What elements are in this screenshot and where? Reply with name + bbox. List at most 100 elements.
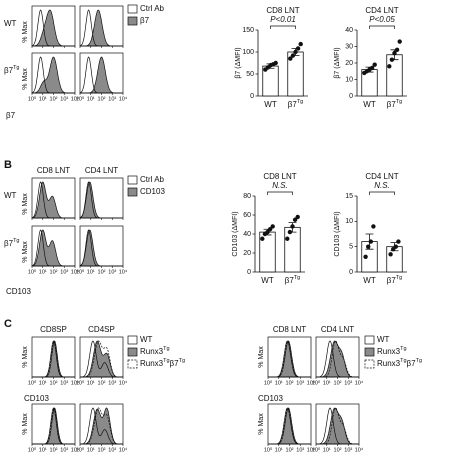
- data-point: [393, 244, 398, 249]
- legend-label-part: β7: [407, 359, 417, 368]
- x-tick-label-part: WT: [261, 276, 274, 285]
- data-point: [290, 224, 295, 229]
- histogram-curve: [80, 56, 123, 94]
- x-tick-label: 10⁰: [264, 379, 273, 386]
- x-tick-label: 10⁰: [76, 268, 85, 275]
- x-tick-label: 10¹: [39, 269, 47, 275]
- x-tick-label-part: β7: [387, 276, 397, 285]
- x-tick-label: 10²: [50, 269, 58, 275]
- row-label: β7Tg: [4, 65, 19, 75]
- x-tick-label: 10¹: [39, 447, 47, 453]
- legend-swatch: [364, 359, 375, 369]
- column-header: CD8 LNT: [273, 325, 306, 334]
- data-point: [388, 252, 393, 257]
- legend-swatch: [127, 175, 138, 185]
- legend-swatch: [127, 359, 138, 369]
- legend-label-part: Tg: [400, 358, 406, 364]
- x-tick-label: 10¹: [87, 447, 95, 453]
- x-tick-label: 10²: [334, 447, 342, 453]
- x-tick-label: 10³: [60, 447, 68, 453]
- chart-title: CD8 LNT: [266, 6, 299, 15]
- data-point: [371, 224, 376, 229]
- x-tick-label: 10²: [50, 96, 58, 102]
- bar: [386, 54, 403, 97]
- x-tick-label: 10²: [50, 380, 58, 386]
- legend-label-part: β7: [170, 359, 180, 368]
- data-point: [392, 50, 397, 56]
- x-tick-label: 10¹: [323, 380, 331, 386]
- legend-swatch: [127, 4, 138, 14]
- y-axis-label: CD103 (ΔMFI): [334, 211, 341, 256]
- x-tick-label: 10⁴: [119, 95, 128, 102]
- data-point: [372, 62, 377, 67]
- y-axis-label: % Max: [258, 413, 265, 435]
- legend-label-part: Tg: [179, 358, 185, 364]
- y-tick-label: 0: [250, 93, 254, 100]
- x-tick-label: 10¹: [323, 447, 331, 453]
- x-tick-label-part: Tg: [396, 99, 402, 105]
- histogram-curve: [79, 181, 123, 219]
- x-tick-label: 10⁴: [71, 379, 80, 386]
- column-header: CD8SP: [40, 325, 67, 334]
- y-tick-label: 0: [349, 269, 353, 276]
- y-axis-label: CD103 (ΔMFI): [232, 211, 239, 256]
- x-tick-label: 10²: [286, 447, 294, 453]
- x-axis-label: CD103: [6, 287, 31, 296]
- x-tick-label: 10¹: [87, 269, 95, 275]
- legend-label-part: Tg: [163, 358, 169, 364]
- data-point: [288, 56, 293, 61]
- y-axis-label: % Max: [22, 68, 29, 90]
- legend-label-part: β7: [140, 16, 150, 25]
- x-tick-label: 10⁴: [119, 379, 128, 386]
- data-point: [287, 229, 293, 235]
- y-tick-label: 60: [243, 212, 251, 219]
- x-tick-label: 10³: [60, 380, 68, 386]
- data-point: [366, 244, 371, 249]
- x-tick-label-part: β7: [387, 100, 397, 109]
- y-tick-label: 30: [345, 43, 353, 50]
- x-tick-label: 10⁰: [264, 446, 273, 453]
- histogram-curve: [80, 340, 123, 378]
- x-tick-label: 10⁴: [119, 446, 128, 453]
- y-axis-label: % Max: [22, 21, 29, 43]
- x-tick-label: 10⁰: [28, 95, 37, 102]
- x-tick-label: 10³: [108, 447, 116, 453]
- y-axis-label: β7 (ΔMFI): [235, 47, 242, 78]
- x-tick-label: 10³: [108, 380, 116, 386]
- x-tick-label: 10³: [108, 269, 116, 275]
- data-point: [292, 217, 298, 222]
- legend-label-part: Tg: [163, 346, 169, 352]
- histogram-curve: [32, 9, 75, 47]
- x-tick-label: 10⁰: [28, 379, 37, 386]
- legend-label-part: Ctrl Ab: [140, 4, 165, 13]
- legend-label: CD103: [140, 187, 165, 196]
- legend-label-part: Ctrl Ab: [140, 175, 165, 184]
- x-tick-label: 10³: [60, 269, 68, 275]
- data-point: [387, 64, 392, 69]
- x-axis-label: β7: [6, 111, 16, 120]
- x-tick-label: β7Tg: [387, 275, 402, 285]
- legend-swatch: [127, 187, 138, 197]
- significance-bracket: [267, 191, 293, 195]
- data-point: [369, 65, 375, 71]
- x-tick-label: 10⁴: [307, 446, 316, 453]
- row-label: WT: [4, 19, 17, 28]
- x-tick-label: 10⁰: [76, 379, 85, 386]
- row-label-part: WT: [4, 19, 17, 28]
- x-tick-label: 10³: [60, 96, 68, 102]
- legend-label-part: Runx3: [140, 347, 164, 356]
- data-point: [265, 229, 270, 235]
- x-tick-label-part: Tg: [297, 99, 303, 105]
- x-tick-label: 10¹: [275, 380, 283, 386]
- y-tick-label: 5: [349, 244, 353, 251]
- legend-label: Runx3Tg: [377, 346, 407, 356]
- histogram-curve: [31, 181, 75, 219]
- x-tick-label: 10²: [334, 380, 342, 386]
- x-tick-label: WT: [363, 276, 376, 285]
- y-tick-label: 20: [243, 250, 251, 257]
- legend-label: Ctrl Ab: [140, 4, 165, 13]
- legend-swatch: [127, 16, 138, 26]
- x-tick-label-part: WT: [363, 276, 376, 285]
- y-axis-label: % Max: [22, 193, 29, 215]
